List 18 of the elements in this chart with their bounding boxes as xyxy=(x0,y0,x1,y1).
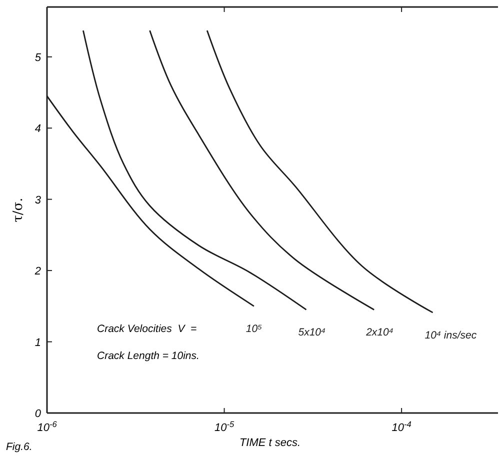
series-label: 5x10⁴ xyxy=(298,326,326,339)
series-label: 2x10⁴ xyxy=(365,326,394,339)
y-tick-label: 1 xyxy=(34,336,41,349)
caption: Fig.6. xyxy=(6,441,32,453)
y-tick-label: 4 xyxy=(34,123,41,136)
series-label: 10⁴ ins/sec xyxy=(424,330,478,342)
series-label: 10⁵ xyxy=(246,323,263,336)
annotation: Crack Velocities V = xyxy=(97,323,197,335)
x-axis-title: TIME t secs. xyxy=(239,437,301,449)
x-tick-label: 10$^{-6}$ xyxy=(37,420,58,434)
y-tick-label: 0 xyxy=(34,408,42,420)
y-tick-label: 5 xyxy=(34,52,42,64)
y-tick-label: 3 xyxy=(34,194,42,206)
annotation: Crack Length = 10ins. xyxy=(97,350,200,362)
y-axis-title: τ/σ. xyxy=(11,198,26,222)
x-tick-label: 10$^{-4}$ xyxy=(392,420,412,434)
y-tick-label: 2 xyxy=(34,266,41,278)
x-tick-label: 10$^{-5}$ xyxy=(214,420,234,434)
